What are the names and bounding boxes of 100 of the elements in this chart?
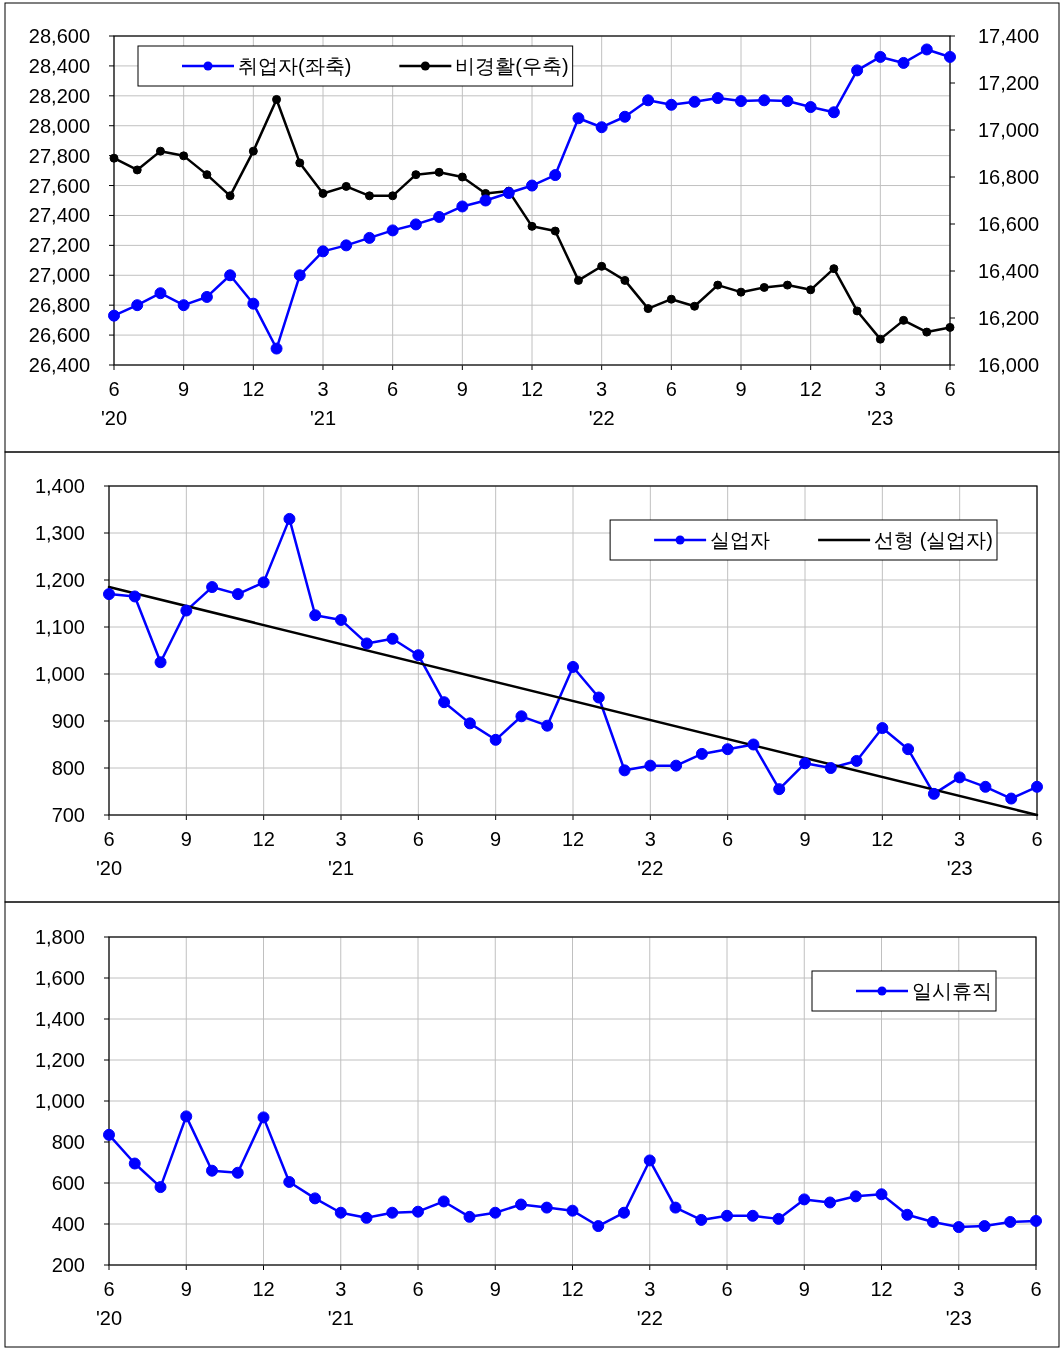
y2-tick-label: 16,600 bbox=[978, 213, 1040, 235]
point bbox=[922, 327, 932, 337]
x-tick-label: 9 bbox=[490, 828, 502, 850]
x-tick-label: 9 bbox=[178, 378, 190, 400]
point bbox=[224, 269, 237, 282]
legend-label: 실업자 bbox=[710, 529, 771, 551]
x-tick-label: 3 '23 bbox=[945, 1278, 972, 1329]
point bbox=[644, 759, 657, 772]
point bbox=[128, 590, 141, 603]
point bbox=[200, 290, 213, 303]
point bbox=[773, 783, 786, 796]
point bbox=[927, 1215, 939, 1228]
point bbox=[642, 94, 655, 107]
x-tick-label: 12 bbox=[242, 378, 265, 400]
point bbox=[670, 759, 683, 772]
y2-tick-label: 16,400 bbox=[978, 260, 1040, 282]
point bbox=[317, 245, 329, 258]
point bbox=[1005, 792, 1018, 805]
x-tick-label: 3 '22 bbox=[636, 1278, 663, 1329]
point bbox=[799, 757, 811, 770]
point bbox=[806, 285, 816, 295]
legend-label: 비경활(우축) bbox=[455, 55, 569, 77]
point bbox=[231, 588, 244, 601]
x-tick-label: 9 bbox=[456, 378, 468, 400]
x-tick-label: 3 '23 bbox=[867, 378, 894, 429]
point bbox=[721, 1209, 733, 1222]
point bbox=[620, 275, 630, 285]
point bbox=[293, 269, 306, 282]
point bbox=[711, 92, 724, 105]
point bbox=[772, 1212, 785, 1225]
point bbox=[283, 512, 296, 525]
point bbox=[952, 1221, 965, 1234]
y-tick-label: 1,000 bbox=[34, 663, 85, 685]
point bbox=[434, 167, 444, 177]
y-tick-label: 1,000 bbox=[34, 1090, 85, 1112]
point bbox=[736, 287, 746, 297]
point bbox=[335, 613, 347, 626]
point bbox=[758, 94, 771, 107]
point bbox=[1031, 780, 1043, 793]
x-tick-label: 3 '21 bbox=[327, 1278, 354, 1329]
point bbox=[824, 1196, 836, 1209]
point bbox=[128, 1157, 141, 1170]
point bbox=[695, 1213, 708, 1226]
point bbox=[108, 309, 120, 322]
point bbox=[549, 169, 562, 182]
point bbox=[456, 200, 469, 213]
point bbox=[177, 299, 190, 312]
y-tick-label: 800 bbox=[51, 1131, 85, 1153]
point bbox=[103, 1128, 115, 1141]
point bbox=[131, 299, 144, 312]
x-tick-label: 12 bbox=[252, 1278, 275, 1300]
point bbox=[902, 743, 915, 756]
x-tick-label: 12 bbox=[799, 378, 822, 400]
x-tick-label: 9 bbox=[798, 1278, 810, 1300]
point bbox=[782, 280, 792, 290]
y-tick-label: 600 bbox=[51, 1172, 85, 1194]
point bbox=[643, 304, 653, 314]
point bbox=[804, 101, 817, 114]
point bbox=[901, 1208, 914, 1221]
y-tick-label: 1,400 bbox=[34, 475, 85, 497]
y-tick-label: 28,400 bbox=[28, 54, 90, 77]
x-tick-label: 3 '22 bbox=[637, 828, 664, 879]
point bbox=[225, 191, 235, 201]
point bbox=[851, 64, 864, 77]
point bbox=[798, 1193, 811, 1206]
point bbox=[899, 315, 909, 325]
y2-tick-label: 16,200 bbox=[978, 307, 1040, 329]
point bbox=[592, 1220, 605, 1233]
point bbox=[572, 112, 585, 125]
point bbox=[824, 762, 837, 774]
point bbox=[850, 754, 863, 767]
y-tick-label: 1,600 bbox=[34, 967, 85, 989]
point bbox=[927, 787, 940, 800]
legend-label: 일시휴직 bbox=[912, 980, 992, 1002]
point bbox=[747, 738, 760, 751]
point bbox=[876, 722, 889, 735]
point bbox=[109, 153, 119, 163]
point bbox=[759, 282, 769, 292]
legend: 일시휴직 bbox=[811, 970, 997, 1012]
y-tick-label: 27,000 bbox=[28, 264, 90, 287]
point bbox=[978, 1220, 991, 1233]
point bbox=[386, 1206, 399, 1219]
point bbox=[433, 210, 446, 223]
point bbox=[257, 576, 270, 589]
y-tick-label: 26,600 bbox=[28, 324, 90, 347]
point bbox=[489, 1206, 502, 1219]
y-tick-label: 28,600 bbox=[28, 25, 90, 47]
y-tick-label: 28,000 bbox=[28, 114, 90, 137]
point bbox=[688, 95, 701, 108]
x-tick-label: 12 bbox=[252, 828, 275, 850]
x-tick-label: 3 '23 bbox=[946, 828, 973, 879]
point bbox=[479, 194, 492, 207]
x-tick-label: 9 bbox=[799, 828, 811, 850]
legend-label: 취업자(좌축) bbox=[238, 55, 352, 77]
point bbox=[270, 342, 283, 355]
point bbox=[690, 301, 700, 311]
point bbox=[386, 632, 399, 645]
point bbox=[318, 188, 328, 198]
point bbox=[457, 172, 467, 182]
point bbox=[1030, 1214, 1042, 1227]
